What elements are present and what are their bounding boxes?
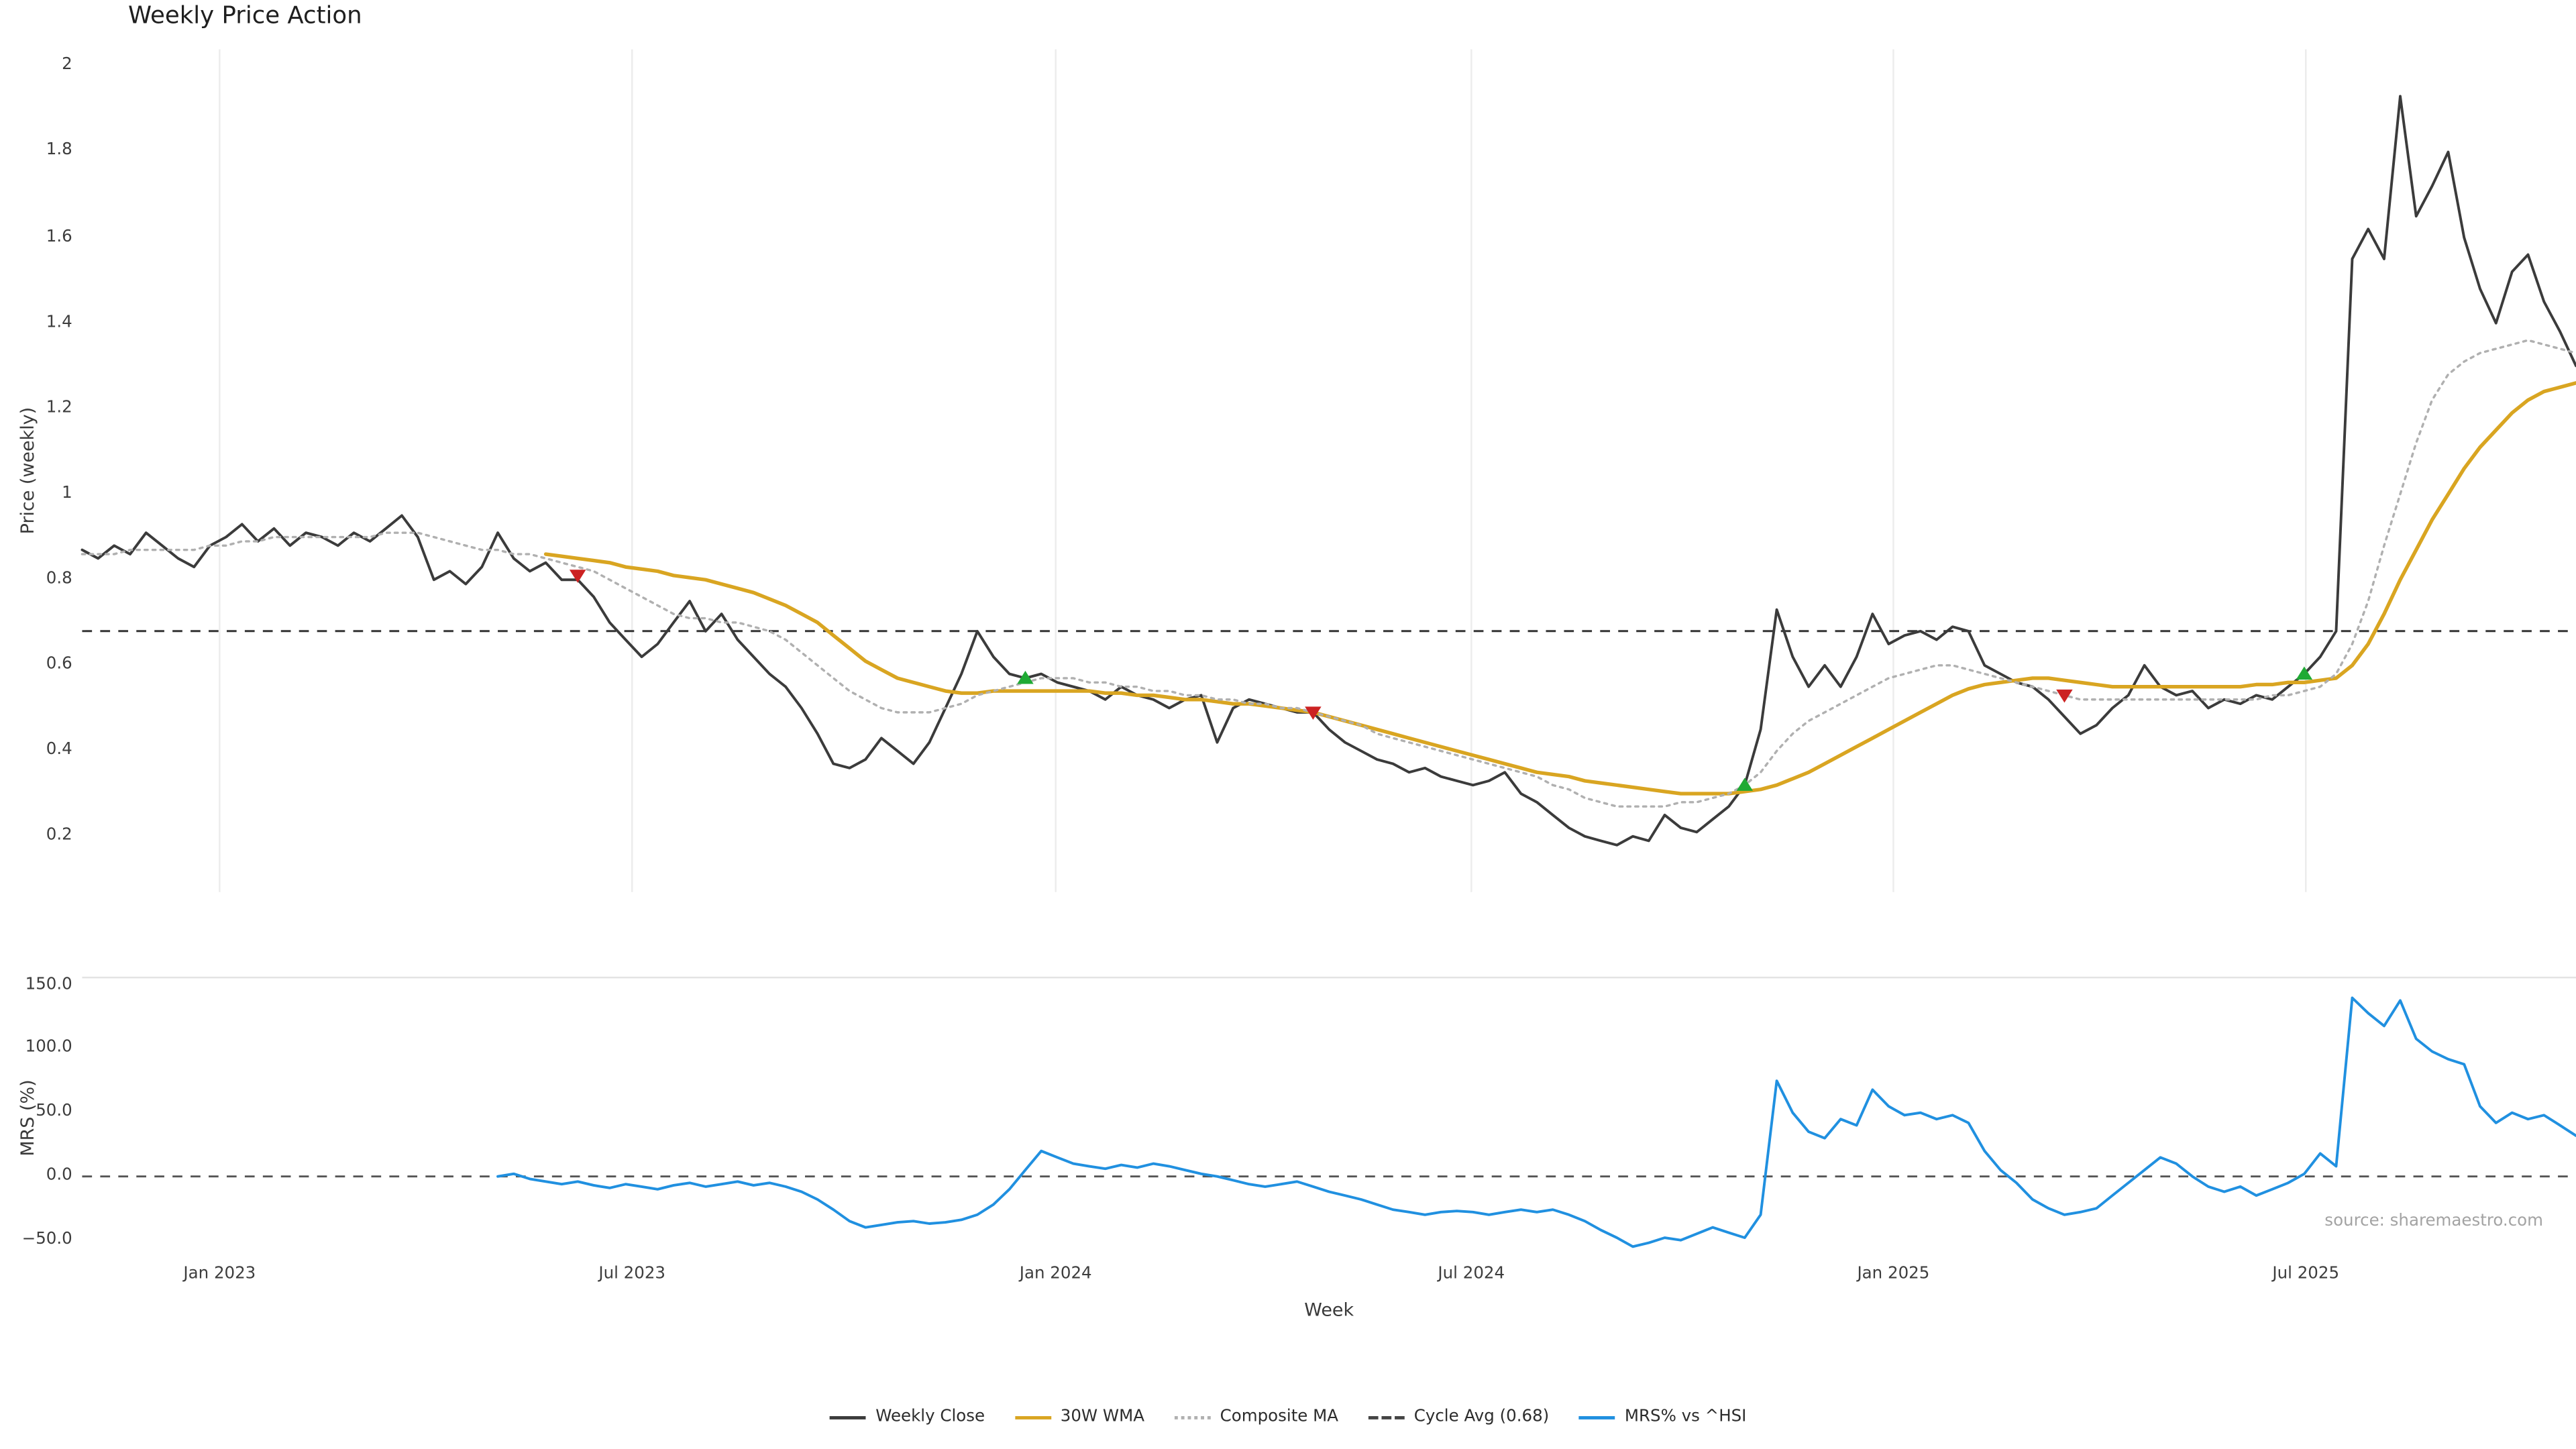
source-attribution: source: sharemaestro.com [2324,1212,2544,1231]
price-tick-label: 1.8 [46,142,72,160]
legend-swatch-icon [1368,1415,1405,1419]
series-weekly-close [80,95,2576,847]
legend-label: MRS% vs ^HSI [1624,1407,1747,1426]
legend-item-30w-wma: 30W WMA [1014,1408,1144,1426]
legend-item-composite-ma: Composite MA [1174,1408,1338,1426]
price-tick-label: 0.4 [46,741,72,759]
chart-title: Weekly Price Action [128,3,362,30]
sell-signal-marker [569,570,586,583]
price-tick-label: 1.6 [46,227,72,246]
mrs-tick-label: 50.0 [36,1102,72,1121]
buy-signal-marker [1736,777,1754,791]
x-tick-label: Jan 2023 [183,1265,256,1283]
mrs-tick-label: 0.0 [46,1167,72,1185]
mrs-tick-label: −50.0 [21,1230,72,1248]
legend-swatch-icon [1578,1415,1615,1419]
sell-signal-marker [2056,689,2073,703]
legend-label: Weekly Close [875,1407,985,1426]
price-tick-label: 0.8 [46,570,72,588]
legend: Weekly Close 30W WMA Composite MA Cycle Avg… [829,1407,1746,1426]
price-tick-label: 0.2 [46,826,72,845]
x-tick-label: Jul 2024 [1438,1265,1505,1283]
legend-swatch-icon [829,1415,866,1419]
mrs-tick-label: 150.0 [25,975,72,994]
buy-signal-marker [1017,670,1034,684]
legend-swatch-icon [1014,1415,1051,1419]
price-tick-label: 1 [62,484,72,502]
sell-signal-marker [1305,706,1322,720]
legend-item-weekly-close: Weekly Close [829,1407,985,1426]
legend-label: Composite MA [1220,1407,1339,1426]
legend-item-cycle-avg-0-68-: Cycle Avg (0.68) [1368,1408,1549,1426]
price-tick-label: 2 [62,56,72,75]
legend-label: Cycle Avg (0.68) [1413,1407,1550,1426]
legend-label: 30W WMA [1060,1407,1145,1426]
series-mrs-vs-hsi [496,996,2576,1248]
legend-item-mrs-vs-hsi: MRS% vs ^HSI [1578,1408,1746,1426]
x-axis-label: Week [1304,1299,1354,1321]
legend-swatch-icon [1174,1415,1210,1419]
x-tick-label: Jul 2023 [598,1265,666,1283]
buy-signal-marker [2296,666,2313,680]
mrs-tick-label: 100.0 [25,1038,72,1057]
series-composite-ma [80,339,2576,808]
x-tick-label: Jul 2025 [2272,1265,2340,1283]
x-tick-label: Jan 2024 [1019,1265,1092,1283]
price-tick-label: 0.6 [46,655,72,674]
price-tick-label: 1.2 [46,398,72,417]
price-tick-label: 1.4 [46,313,72,331]
price-axis-label: Price (weekly) [17,407,39,535]
series-30w-wma [543,381,2576,796]
x-tick-label: Jan 2025 [1857,1265,1930,1283]
